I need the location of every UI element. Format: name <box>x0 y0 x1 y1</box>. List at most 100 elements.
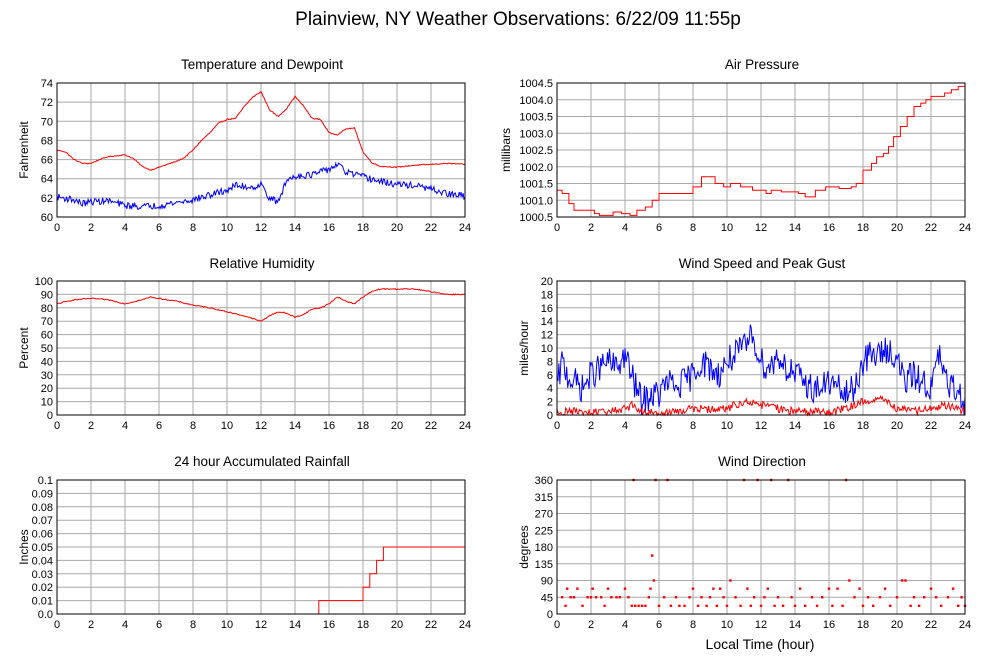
wind-direction-point <box>904 579 907 582</box>
x-tick-label: 24 <box>959 222 971 234</box>
wind-direction-point <box>781 604 785 608</box>
wind-direction-point <box>640 604 644 608</box>
x-tick-label: 22 <box>925 222 937 234</box>
y-tick-label: 0.09 <box>32 488 53 500</box>
wind-direction-point <box>623 587 627 590</box>
x-tick-label: 6 <box>656 420 662 432</box>
y-tick-label: 360 <box>535 475 553 487</box>
x-tick-label: 0 <box>54 222 60 234</box>
wind-direction-point <box>872 604 875 608</box>
wind-direction-point <box>688 596 691 599</box>
pressure-y-axis-label: millibars <box>499 128 513 172</box>
x-tick-label: 22 <box>425 619 437 631</box>
x-tick-label: 4 <box>122 222 128 234</box>
wind-direction-point <box>594 596 598 599</box>
temp-series-1-line <box>56 161 466 211</box>
wind-direction-point <box>739 604 742 608</box>
x-tick-label: 22 <box>425 420 437 432</box>
wind-direction-point <box>831 604 834 608</box>
y-tick-label: 30 <box>41 370 53 382</box>
x-tick-label: 4 <box>122 420 128 432</box>
x-tick-label: 14 <box>789 619 801 631</box>
wind-direction-point <box>662 596 666 599</box>
temp-y-axis-label: Fahrenheit <box>17 121 31 179</box>
x-tick-label: 24 <box>959 420 971 432</box>
y-tick-label: 0.0 <box>38 609 53 621</box>
wind-direction-point <box>866 596 870 599</box>
x-tick-label: 6 <box>156 619 162 631</box>
x-tick-label: 8 <box>190 619 196 631</box>
x-tick-label: 6 <box>156 420 162 432</box>
wind-direction-point <box>798 587 802 590</box>
y-tick-label: 66 <box>41 155 53 167</box>
wind-direction-point <box>749 604 752 608</box>
x-tick-label: 22 <box>925 619 937 631</box>
wind-direction-point <box>858 587 861 590</box>
wind-direction-point <box>821 596 824 599</box>
x-tick-label: 2 <box>588 222 594 234</box>
wind-direction-point <box>734 596 737 599</box>
wind-direction-point <box>586 596 589 599</box>
y-tick-label: 1002.5 <box>519 145 553 157</box>
pressure-chart-title: Air Pressure <box>725 57 799 72</box>
y-tick-label: 1002.0 <box>519 162 553 174</box>
x-tick-label: 2 <box>588 619 594 631</box>
x-tick-label: 14 <box>789 222 801 234</box>
wind-direction-point <box>615 596 618 599</box>
y-tick-label: 50 <box>41 343 53 355</box>
direction-plot-frame <box>556 479 966 615</box>
wind-direction-point <box>746 587 749 590</box>
y-tick-label: 90 <box>41 289 53 301</box>
humidity-plot-frame <box>56 280 466 416</box>
wind-direction-point <box>572 596 576 599</box>
y-tick-label: 0.06 <box>32 529 53 541</box>
wind-direction-point <box>591 587 594 590</box>
y-tick-label: 4 <box>547 383 553 395</box>
x-tick-label: 12 <box>255 420 267 432</box>
wind-direction-point <box>696 604 700 608</box>
y-tick-label: 10 <box>41 397 53 409</box>
wind-direction-point <box>589 596 593 599</box>
wind-direction-point <box>848 579 851 582</box>
x-tick-label: 24 <box>459 222 471 234</box>
y-tick-label: 68 <box>41 135 53 147</box>
y-tick-label: 40 <box>41 356 53 368</box>
wind-direction-point <box>678 604 681 608</box>
x-tick-label: 12 <box>255 619 267 631</box>
wind-direction-point <box>691 587 695 590</box>
y-tick-label: 0.1 <box>38 475 53 487</box>
x-tick-label: 2 <box>88 222 94 234</box>
x-tick-label: 14 <box>289 619 301 631</box>
wind-direction-point <box>957 604 960 608</box>
x-tick-label: 22 <box>425 222 437 234</box>
x-tick-label: 14 <box>789 420 801 432</box>
wind-direction-point <box>793 604 797 608</box>
wind-direction-point <box>683 604 686 608</box>
rain-plot-frame <box>56 479 466 615</box>
wind-direction-point <box>647 596 650 599</box>
y-tick-label: 74 <box>41 78 53 90</box>
x-tick-label: 18 <box>857 222 869 234</box>
wind-direction-point <box>836 587 839 590</box>
wind-direction-point <box>576 587 579 590</box>
y-tick-label: 0 <box>547 609 553 621</box>
wind-direction-point <box>810 596 814 599</box>
wind-direction-point <box>909 604 912 608</box>
wind-direction-point <box>627 596 630 599</box>
y-tick-label: 90 <box>541 576 553 588</box>
wind-direction-point <box>644 604 647 608</box>
wind-direction-point <box>841 604 844 608</box>
x-tick-label: 12 <box>755 420 767 432</box>
y-tick-label: 0.08 <box>32 502 53 514</box>
x-tick-label: 10 <box>221 222 233 234</box>
y-tick-label: 60 <box>41 212 53 224</box>
x-tick-label: 0 <box>54 420 60 432</box>
y-tick-label: 45 <box>541 592 553 604</box>
y-tick-label: 0.03 <box>32 569 53 581</box>
x-tick-label: 10 <box>221 619 233 631</box>
x-tick-label: 14 <box>289 222 301 234</box>
x-tick-label: 12 <box>755 222 767 234</box>
